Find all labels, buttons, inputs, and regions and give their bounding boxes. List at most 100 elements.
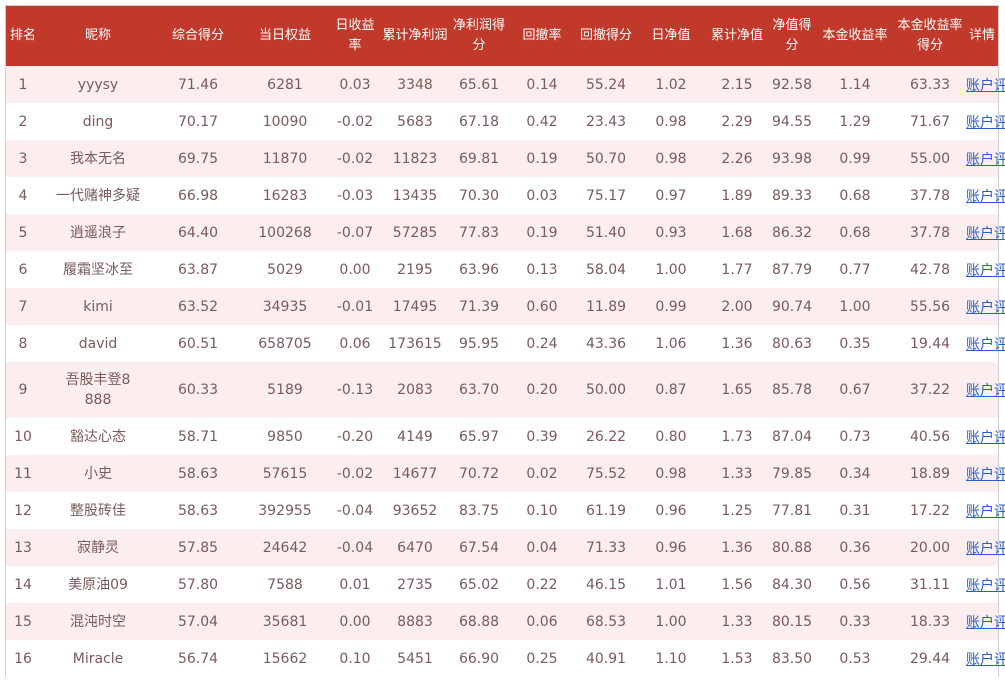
nav-score-cell: 89.33: [768, 177, 816, 214]
nav-score-cell: 85.78: [768, 362, 816, 418]
nickname-cell: 混沌时空: [40, 603, 156, 640]
daily-nav-cell: 0.98: [636, 140, 706, 177]
nav-score-cell: 87.04: [768, 418, 816, 455]
drawdown-score-cell: 68.53: [576, 603, 636, 640]
detail-cell: 账户评估: [966, 177, 1005, 214]
account-evaluation-link[interactable]: 账户评估: [966, 262, 1005, 279]
rank-cell: 5: [6, 214, 40, 251]
nickname-cell: 豁达心态: [40, 418, 156, 455]
profit-score-cell: 63.96: [450, 251, 508, 288]
nav-score-cell: 94.55: [768, 103, 816, 140]
score-cell: 60.51: [156, 325, 240, 362]
cum-nav-cell: 1.89: [706, 177, 768, 214]
principal-return-cell: 0.68: [816, 214, 894, 251]
header-detail: 详情: [966, 6, 998, 66]
drawdown-score-cell: 50.00: [576, 362, 636, 418]
daily-return-cell: -0.20: [330, 418, 380, 455]
table-row: 9 吾股丰登8888 60.33 5189 -0.13 2083 63.70 0.20 50.0…: [6, 362, 1005, 418]
cum-profit-cell: 4149: [380, 418, 450, 455]
detail-cell: 账户评估: [966, 214, 1005, 251]
cum-nav-cell: 1.68: [706, 214, 768, 251]
header-principal-score: 本金收益率得分: [894, 6, 966, 66]
account-evaluation-link[interactable]: 账户评估: [966, 225, 1005, 242]
equity-cell: 57615: [240, 455, 330, 492]
principal-return-cell: 0.36: [816, 529, 894, 566]
profit-score-cell: 66.90: [450, 640, 508, 677]
account-evaluation-link[interactable]: 账户评估: [966, 466, 1005, 483]
rank-cell: 10: [6, 418, 40, 455]
account-evaluation-link[interactable]: 账户评估: [966, 188, 1005, 205]
account-evaluation-link[interactable]: 账户评估: [966, 151, 1005, 168]
table-row: 15 混沌时空 57.04 35681 0.00 8883 68.88 0.06 68.53 1.…: [6, 603, 1005, 640]
cum-profit-cell: 5451: [380, 640, 450, 677]
principal-return-cell: 1.14: [816, 66, 894, 103]
daily-return-cell: -0.02: [330, 103, 380, 140]
table-row: 3 我本无名 69.75 11870 -0.02 11823 69.81 0.19 50.70 0…: [6, 140, 1005, 177]
nav-score-cell: 87.79: [768, 251, 816, 288]
cum-profit-cell: 57285: [380, 214, 450, 251]
daily-nav-cell: 1.00: [636, 251, 706, 288]
drawdown-score-cell: 11.89: [576, 288, 636, 325]
score-cell: 63.87: [156, 251, 240, 288]
rank-cell: 6: [6, 251, 40, 288]
profit-score-cell: 65.61: [450, 66, 508, 103]
cum-profit-cell: 2083: [380, 362, 450, 418]
cum-profit-cell: 13435: [380, 177, 450, 214]
daily-return-cell: 0.00: [330, 603, 380, 640]
score-cell: 57.80: [156, 566, 240, 603]
account-evaluation-link[interactable]: 账户评估: [966, 299, 1005, 316]
principal-return-cell: 0.56: [816, 566, 894, 603]
profit-score-cell: 95.95: [450, 325, 508, 362]
account-evaluation-link[interactable]: 账户评估: [966, 503, 1005, 520]
account-evaluation-link[interactable]: 账户评估: [966, 383, 1005, 399]
rank-cell: 4: [6, 177, 40, 214]
detail-cell: 账户评估: [966, 66, 1005, 103]
daily-nav-cell: 0.87: [636, 362, 706, 418]
account-evaluation-link[interactable]: 账户评估: [966, 614, 1005, 631]
table-row: 4 一代赌神多疑 66.98 16283 -0.03 13435 70.30 0.03 75.1…: [6, 177, 1005, 214]
account-evaluation-link[interactable]: 账户评估: [966, 540, 1005, 557]
account-evaluation-link[interactable]: 账户评估: [966, 114, 1005, 131]
account-evaluation-link[interactable]: 账户评估: [966, 651, 1005, 668]
principal-score-cell: 71.67: [894, 103, 966, 140]
principal-return-cell: 0.33: [816, 603, 894, 640]
nav-score-cell: 80.88: [768, 529, 816, 566]
cum-nav-cell: 1.36: [706, 529, 768, 566]
nickname-cell: 美原油09: [40, 566, 156, 603]
detail-cell: 账户评估: [966, 251, 1005, 288]
daily-nav-cell: 0.80: [636, 418, 706, 455]
principal-score-cell: 55.00: [894, 140, 966, 177]
daily-return-cell: -0.04: [330, 529, 380, 566]
principal-return-cell: 0.67: [816, 362, 894, 418]
drawdown-cell: 0.39: [508, 418, 576, 455]
detail-cell: 账户评估: [966, 640, 1005, 677]
header-cum-profit: 累计净利润: [380, 6, 450, 66]
principal-score-cell: 37.78: [894, 177, 966, 214]
daily-return-cell: -0.01: [330, 288, 380, 325]
daily-nav-cell: 1.00: [636, 603, 706, 640]
rank-cell: 13: [6, 529, 40, 566]
principal-score-cell: 42.78: [894, 251, 966, 288]
score-cell: 71.46: [156, 66, 240, 103]
cum-nav-cell: 2.15: [706, 66, 768, 103]
principal-score-cell: 37.78: [894, 214, 966, 251]
nickname-cell: david: [40, 325, 156, 362]
cum-nav-cell: 1.33: [706, 603, 768, 640]
drawdown-score-cell: 71.33: [576, 529, 636, 566]
table-row: 10 豁达心态 58.71 9850 -0.20 4149 65.97 0.39 26.22 0.…: [6, 418, 1005, 455]
nickname-cell: 履霜坚冰至: [40, 251, 156, 288]
account-evaluation-link[interactable]: 账户评估: [966, 77, 1005, 94]
account-evaluation-link[interactable]: 账户评估: [966, 577, 1005, 594]
drawdown-cell: 0.06: [508, 603, 576, 640]
account-evaluation-link[interactable]: 账户评估: [966, 336, 1005, 353]
header-profit-score: 净利润得分: [450, 6, 508, 66]
header-equity: 当日权益: [240, 6, 330, 66]
equity-cell: 11870: [240, 140, 330, 177]
cum-nav-cell: 2.29: [706, 103, 768, 140]
cum-nav-cell: 1.25: [706, 492, 768, 529]
cum-nav-cell: 1.73: [706, 418, 768, 455]
account-evaluation-link[interactable]: 账户评估: [966, 429, 1005, 446]
table-header: 排名 昵称 综合得分 当日权益 日收益率 累计净利润 净利润得分 回撤率 回撤得…: [6, 6, 998, 66]
daily-return-cell: -0.13: [330, 362, 380, 418]
drawdown-score-cell: 58.04: [576, 251, 636, 288]
